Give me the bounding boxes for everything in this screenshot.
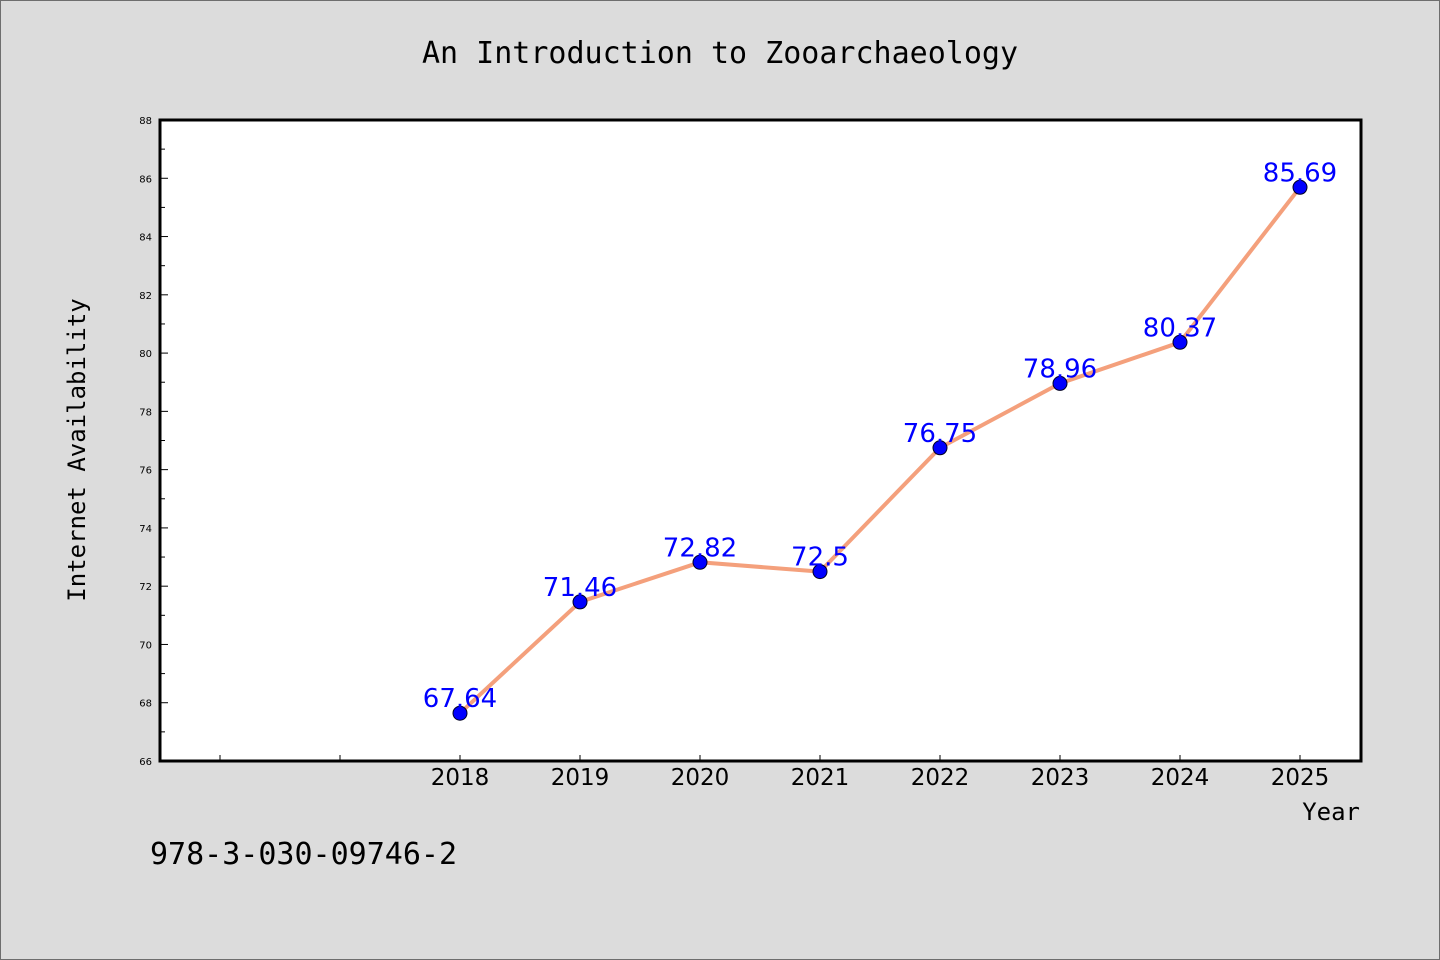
y-tick-label: 88 — [139, 116, 152, 127]
y-tick-label: 68 — [139, 699, 152, 710]
x-tick-label: 2018 — [431, 765, 490, 791]
data-label: 85.69 — [1263, 158, 1337, 188]
y-tick-label: 74 — [139, 524, 152, 535]
y-tick-label: 66 — [139, 757, 152, 768]
y-tick-label: 84 — [139, 233, 152, 244]
data-label-layer: 67.64 71.46 72.82 72.5 76.75 78.96 80.37 85.69 — [423, 158, 1337, 714]
y-tick-label: 72 — [139, 582, 152, 593]
x-tick-label: 2020 — [671, 765, 730, 791]
x-axis: 2018 2019 2020 2021 2022 2023 2024 2025 — [219, 755, 1330, 791]
data-label: 72.5 — [791, 543, 849, 573]
data-point — [572, 594, 588, 610]
y-tick-label: 80 — [139, 349, 152, 360]
y-tick-label: 86 — [139, 174, 152, 185]
data-label: 78.96 — [1023, 354, 1097, 384]
x-tick-label: 2019 — [551, 765, 610, 791]
data-point — [1052, 375, 1068, 391]
chart-title: An Introduction to Zooarchaeology — [422, 36, 1018, 71]
x-axis-label: Year — [1302, 798, 1360, 826]
data-label: 76.75 — [903, 419, 977, 449]
data-point — [1292, 179, 1308, 195]
y-tick-label: 82 — [139, 291, 152, 302]
x-tick-label: 2022 — [911, 765, 970, 791]
x-tick-label: 2025 — [1271, 765, 1330, 791]
data-point — [1172, 334, 1188, 350]
data-label: 71.46 — [543, 573, 617, 603]
y-axis-label: Internet Availability — [63, 298, 91, 601]
series-layer — [452, 179, 1308, 721]
plot-area — [158, 118, 1363, 763]
x-tick-label: 2023 — [1031, 765, 1090, 791]
footer-id: 978-3-030-09746-2 — [150, 837, 457, 872]
y-axis: 66 68 70 72 74 76 78 80 82 84 86 88 — [139, 116, 168, 768]
data-point — [812, 564, 828, 580]
data-point — [692, 554, 708, 570]
data-label: 80.37 — [1143, 313, 1217, 343]
x-tick-label: 2021 — [791, 765, 850, 791]
x-tick-label: 2024 — [1151, 765, 1210, 791]
data-point — [932, 440, 948, 456]
y-tick-label: 76 — [139, 466, 152, 477]
series-line — [458, 185, 1302, 716]
data-label: 72.82 — [663, 533, 737, 563]
y-tick-label: 78 — [139, 407, 152, 418]
data-point — [452, 705, 468, 721]
y-tick-label: 70 — [139, 640, 152, 651]
data-label: 67.64 — [423, 684, 497, 714]
